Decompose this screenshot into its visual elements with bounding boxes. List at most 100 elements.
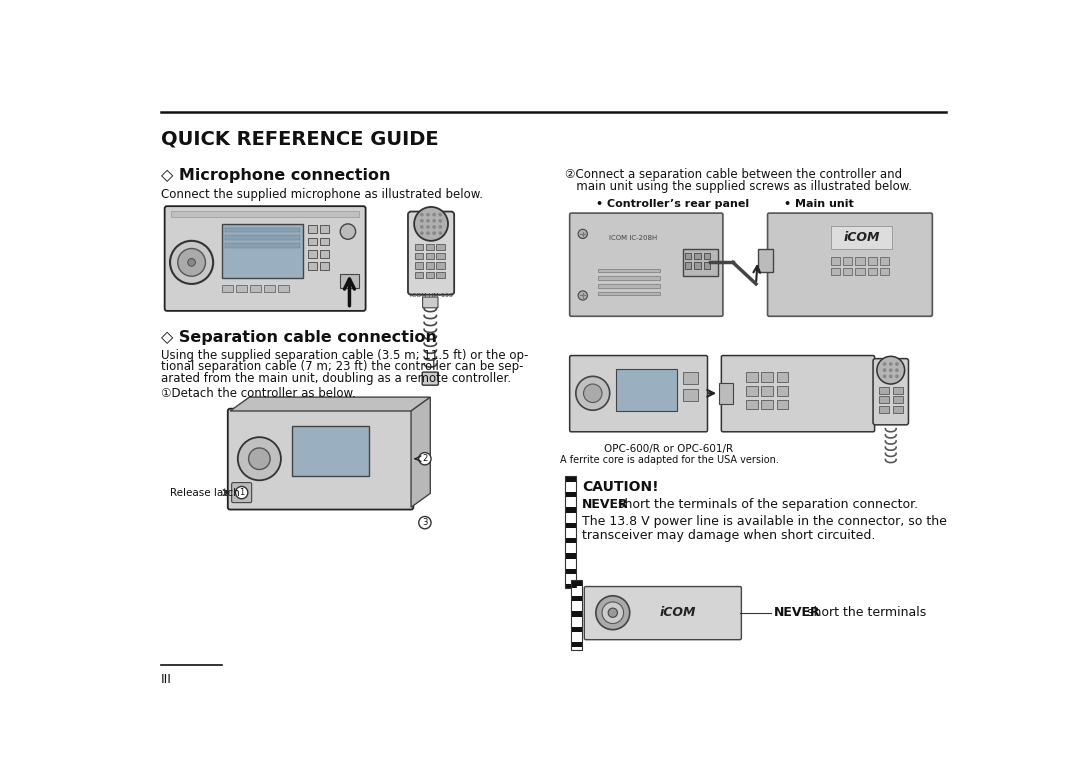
Bar [415,253,423,259]
Circle shape [433,219,435,222]
Bar [685,262,691,268]
Circle shape [440,232,442,234]
Bar [855,257,865,264]
Polygon shape [565,500,576,505]
Circle shape [440,226,442,228]
Bar [308,250,318,258]
Circle shape [427,219,429,222]
Bar [415,262,423,268]
Text: • Controller’s rear panel: • Controller’s rear panel [596,199,748,210]
Circle shape [427,232,429,234]
Text: transceiver may damage when short circuited.: transceiver may damage when short circui… [582,529,876,542]
Circle shape [576,376,610,410]
Circle shape [421,226,423,228]
Circle shape [340,224,355,239]
Polygon shape [565,491,576,498]
Bar [292,427,368,476]
Text: main unit using the supplied screws as illustrated below.: main unit using the supplied screws as i… [565,180,912,193]
Bar [616,369,677,411]
FancyBboxPatch shape [768,213,932,316]
Circle shape [419,453,431,465]
Bar [222,224,303,278]
Bar [683,389,699,401]
Circle shape [895,369,899,371]
FancyBboxPatch shape [584,587,741,639]
Bar [761,400,773,409]
Polygon shape [571,626,582,632]
Bar [171,211,360,217]
Circle shape [421,213,423,216]
Circle shape [433,232,435,234]
Circle shape [578,291,588,300]
Bar [694,262,701,268]
Bar [436,253,445,259]
Bar [880,267,889,276]
Polygon shape [565,553,576,559]
Bar [320,250,329,258]
Circle shape [883,363,886,365]
FancyBboxPatch shape [422,372,438,386]
Bar [867,267,877,276]
Text: Release latch: Release latch [170,488,240,498]
Text: • Main unit: • Main unit [784,199,854,210]
Circle shape [427,226,429,228]
Text: ◇ Separation cable connection: ◇ Separation cable connection [161,330,436,345]
Bar [893,396,903,403]
Bar [598,277,660,280]
Bar [893,387,903,394]
Bar [685,253,691,259]
Circle shape [877,357,905,384]
Polygon shape [565,515,576,520]
FancyBboxPatch shape [422,297,438,308]
Circle shape [883,375,886,377]
Polygon shape [565,530,576,536]
Bar [320,226,329,233]
Bar [879,405,889,412]
FancyBboxPatch shape [231,482,252,503]
Bar [436,271,445,278]
Text: tional separation cable (7 m; 23 ft) the controller can be sep-: tional separation cable (7 m; 23 ft) the… [161,360,524,373]
Polygon shape [565,546,576,551]
Text: NEVER: NEVER [582,498,629,511]
Bar [237,286,247,292]
Bar [843,257,852,264]
Bar [761,373,773,382]
Bar [264,286,274,292]
Circle shape [440,219,442,222]
FancyBboxPatch shape [569,213,723,316]
Circle shape [596,596,630,629]
Polygon shape [565,577,576,582]
Polygon shape [565,569,576,575]
Bar [855,267,865,276]
Bar [426,271,434,278]
Text: Using the supplied separation cable (3.5 m; 11.5 ft) or the op-: Using the supplied separation cable (3.5… [161,349,528,362]
Text: ICOM HM-133: ICOM HM-133 [409,293,453,298]
Bar [746,373,757,382]
FancyBboxPatch shape [873,359,908,425]
Circle shape [248,448,270,469]
Text: short the terminals of the separation connector.: short the terminals of the separation co… [615,498,918,511]
Bar [426,262,434,268]
Bar [683,373,699,384]
Bar [683,249,717,277]
Bar [598,292,660,296]
Circle shape [178,248,205,277]
FancyBboxPatch shape [228,408,414,510]
Bar [757,249,773,272]
Bar [571,581,582,650]
Text: arated from the main unit, doubling as a remote controller.: arated from the main unit, doubling as a… [161,372,511,385]
Bar [867,257,877,264]
Bar [308,238,318,245]
Bar [880,257,889,264]
Polygon shape [571,619,582,624]
Circle shape [421,219,423,222]
Circle shape [440,213,442,216]
Text: iCOM: iCOM [843,231,880,245]
FancyBboxPatch shape [569,356,707,432]
Polygon shape [565,561,576,566]
Polygon shape [571,604,582,609]
Bar [746,386,757,395]
Circle shape [883,369,886,371]
Circle shape [890,375,892,377]
Bar [320,262,329,270]
